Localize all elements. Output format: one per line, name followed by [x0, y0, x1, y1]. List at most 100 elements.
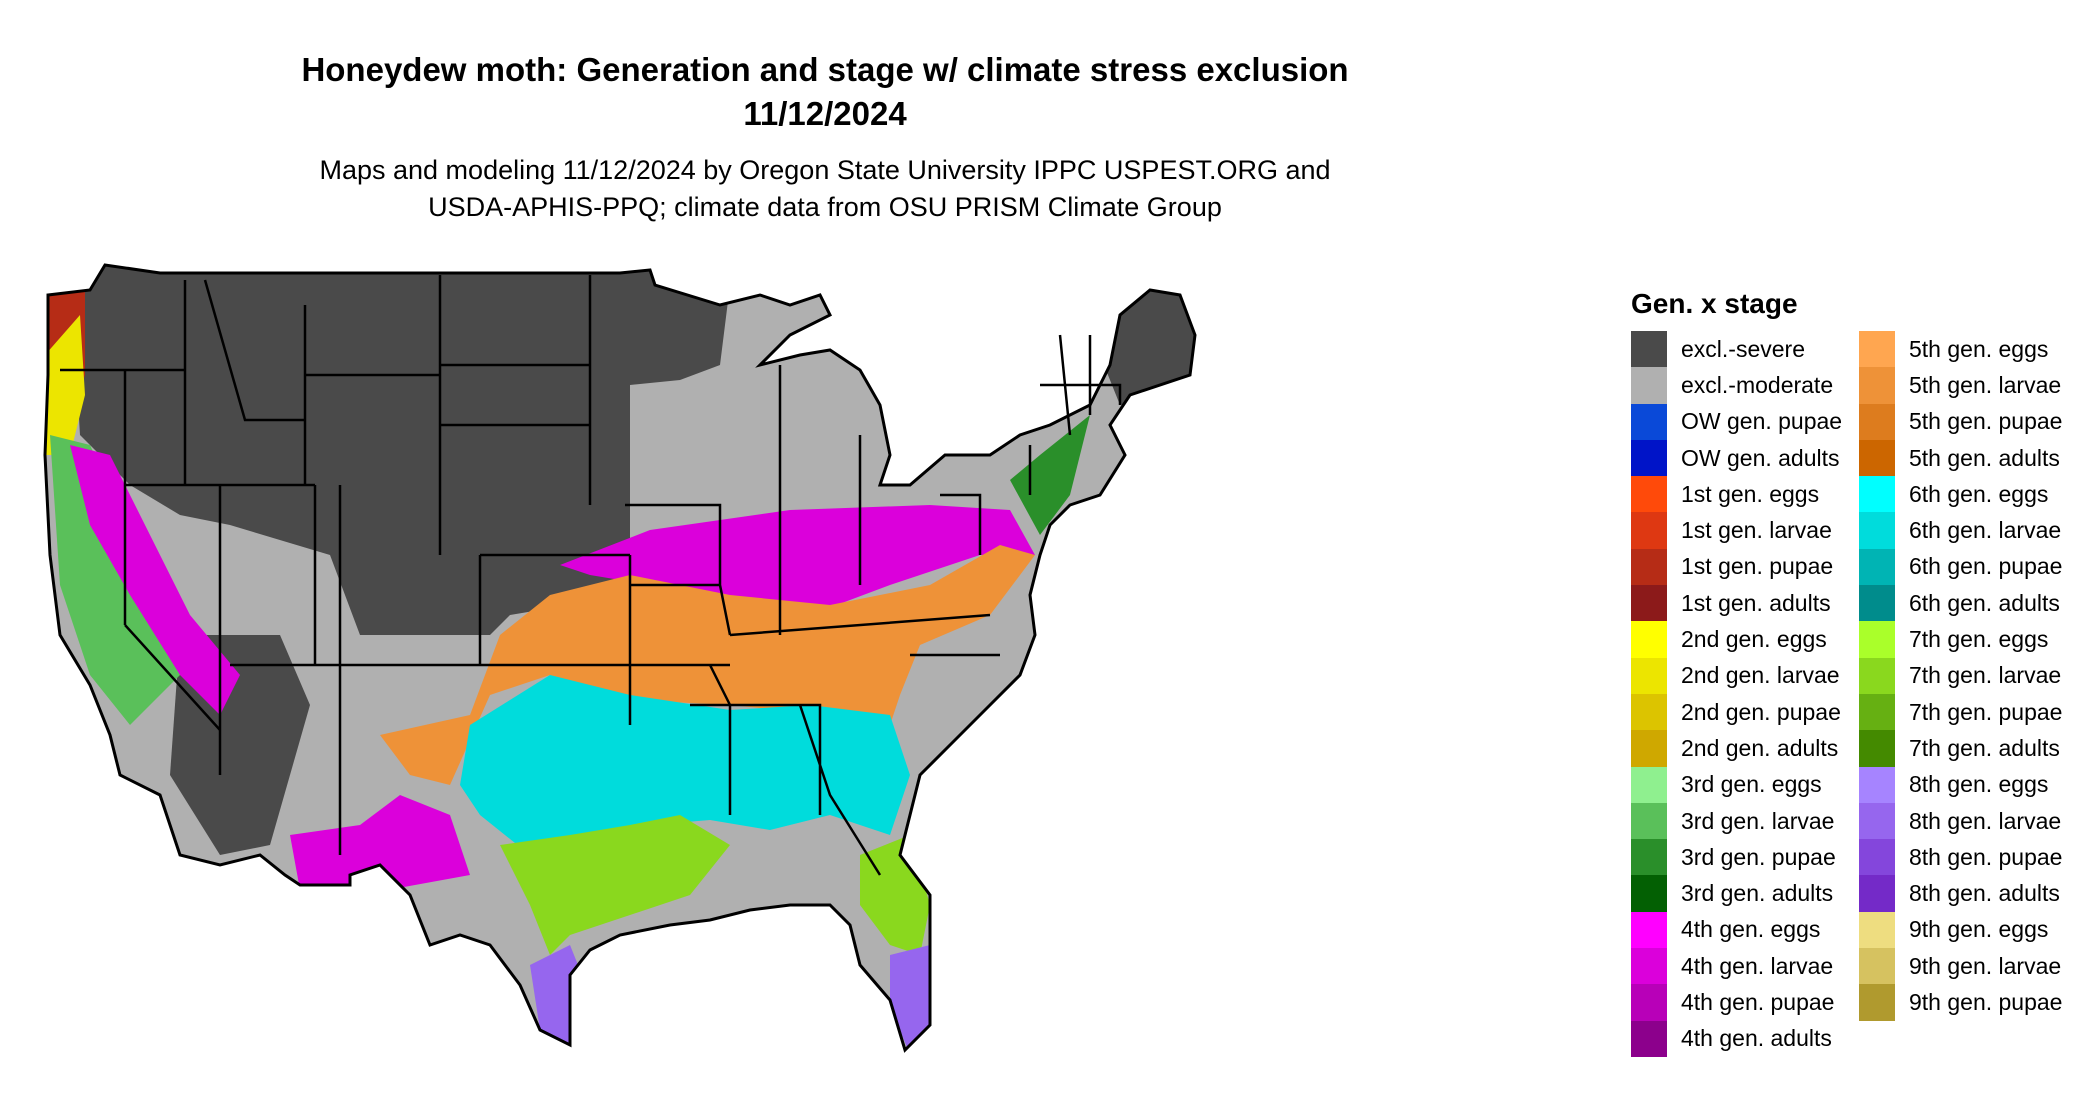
legend-label: 9th gen. pupae: [1909, 988, 2063, 1015]
legend-swatch: [1859, 621, 1895, 658]
legend-swatch: [1859, 331, 1895, 368]
legend-label: 1st gen. larvae: [1681, 517, 1832, 544]
legend-item: 3rd gen. adults: [1631, 875, 1842, 912]
legend-label: excl.-moderate: [1681, 371, 1834, 398]
legend-label: excl.-severe: [1681, 335, 1805, 362]
legend-swatch: [1859, 548, 1895, 586]
legend-swatch: [1859, 984, 1895, 1021]
legend-item: 1st gen. eggs: [1631, 476, 1842, 513]
legend-item: 7th gen. larvae: [1859, 657, 2062, 694]
legend-swatch: [1631, 984, 1667, 1021]
legend-swatch: [1859, 693, 1895, 731]
legend-label: 3rd gen. adults: [1681, 880, 1834, 907]
legend-item: 8th gen. pupae: [1859, 839, 2062, 876]
legend-item: 7th gen. pupae: [1859, 693, 2063, 731]
4th-gen-area: [290, 795, 470, 895]
legend-label: 7th gen. eggs: [1909, 626, 2049, 653]
legend-label: 2nd gen. larvae: [1681, 662, 1840, 689]
legend-swatch: [1631, 730, 1667, 767]
legend-item: 3rd gen. pupae: [1631, 839, 1842, 876]
legend-item: 8th gen. adults: [1859, 875, 2062, 912]
legend-label: 6th gen. adults: [1909, 589, 2060, 616]
map-subtitle: Maps and modeling 11/12/2024 by Oregon S…: [150, 152, 1500, 226]
legend-swatch: [1631, 585, 1667, 622]
legend-item: 5th gen. adults: [1859, 439, 2062, 477]
legend-swatch: [1631, 476, 1667, 513]
legend-swatch: [1631, 839, 1667, 876]
legend-label: 5th gen. pupae: [1909, 408, 2063, 435]
legend-swatch: [1631, 439, 1667, 477]
4th-gen-area: [70, 445, 240, 715]
legend-swatch: [1631, 766, 1667, 803]
legend-item: 6th gen. pupae: [1859, 548, 2062, 586]
legend-item: 6th gen. eggs: [1859, 476, 2062, 513]
legend-label: 5th gen. eggs: [1909, 335, 2049, 362]
legend-label: 9th gen. larvae: [1909, 952, 2062, 979]
legend-item: 1st gen. larvae: [1631, 512, 1842, 549]
legend-label: 8th gen. adults: [1909, 880, 2060, 907]
legend-item: 1st gen. pupae: [1631, 548, 1842, 586]
state-borders: [60, 275, 1122, 876]
legend-swatch: [1859, 948, 1895, 985]
legend-item: 9th gen. larvae: [1859, 948, 2062, 985]
legend-label: 2nd gen. pupae: [1681, 698, 1841, 725]
3rd-gen-area: [50, 435, 180, 725]
legend-swatch: [1631, 802, 1667, 840]
legend-item: 4th gen. larvae: [1631, 948, 1842, 985]
legend-item: 2nd gen. pupae: [1631, 693, 1842, 731]
legend-label: 2nd gen. adults: [1681, 734, 1839, 761]
legend-item: 7th gen. adults: [1859, 730, 2062, 767]
legend-item: 7th gen. eggs: [1859, 621, 2062, 658]
legend-label: 7th gen. pupae: [1909, 698, 2063, 725]
legend-item: 4th gen. adults: [1631, 1020, 1842, 1057]
legend-item: 3rd gen. larvae: [1631, 802, 1842, 840]
legend-item: 4th gen. eggs: [1631, 911, 1842, 949]
legend-item: 8th gen. eggs: [1859, 766, 2062, 803]
legend-item: excl.-moderate: [1631, 367, 1842, 404]
legend-label: 5th gen. larvae: [1909, 371, 2062, 398]
legend-swatch: [1631, 367, 1667, 404]
legend-item: excl.-severe: [1631, 331, 1842, 368]
subtitle-line-2: USDA-APHIS-PPQ; climate data from OSU PR…: [428, 192, 1222, 222]
legend-item: 5th gen. larvae: [1859, 367, 2062, 404]
legend-item: 5th gen. eggs: [1859, 331, 2062, 368]
legend-swatch: [1631, 548, 1667, 586]
legend-swatch: [1631, 657, 1667, 694]
legend-label: 4th gen. larvae: [1681, 952, 1834, 979]
legend-label: 4th gen. adults: [1681, 1025, 1832, 1052]
legend-label: 7th gen. larvae: [1909, 662, 2062, 689]
legend-swatch: [1631, 693, 1667, 731]
legend-swatch: [1859, 875, 1895, 912]
legend-item: OW gen. adults: [1631, 439, 1842, 477]
legend-label: 6th gen. eggs: [1909, 480, 2049, 507]
legend-item: 9th gen. eggs: [1859, 911, 2062, 949]
legend-swatch: [1859, 367, 1895, 404]
legend-label: 6th gen. larvae: [1909, 517, 2062, 544]
legend-label: 7th gen. adults: [1909, 734, 2060, 761]
legend-swatch: [1631, 875, 1667, 912]
legend-item: 9th gen. pupae: [1859, 984, 2063, 1021]
excl-severe-area: [1100, 285, 1195, 405]
3rd-gen-area: [1010, 415, 1090, 535]
legend-label: OW gen. adults: [1681, 444, 1840, 471]
map-title: Honeydew moth: Generation and stage w/ c…: [150, 48, 1500, 136]
legend-label: 2nd gen. eggs: [1681, 626, 1827, 653]
legend-item: 2nd gen. eggs: [1631, 621, 1842, 658]
legend-label: 3rd gen. pupae: [1681, 843, 1836, 870]
legend-swatch: [1859, 802, 1895, 840]
legend-swatch: [1631, 621, 1667, 658]
legend-swatch: [1859, 439, 1895, 477]
legend-label: 1st gen. eggs: [1681, 480, 1820, 507]
legend-label: 3rd gen. eggs: [1681, 771, 1822, 798]
legend-swatch: [1631, 331, 1667, 368]
legend-swatch: [1859, 657, 1895, 694]
subtitle-line-1: Maps and modeling 11/12/2024 by Oregon S…: [319, 155, 1331, 185]
legend-label: 5th gen. adults: [1909, 444, 2060, 471]
legend-swatch: [1631, 512, 1667, 549]
legend-title: Gen. x stage: [1631, 288, 1798, 319]
excl-severe-area: [70, 265, 630, 635]
legend-label: 1st gen. pupae: [1681, 553, 1834, 580]
legend-swatch: [1859, 512, 1895, 549]
legend-label: 9th gen. eggs: [1909, 916, 2049, 943]
legend-item: 2nd gen. adults: [1631, 730, 1842, 767]
